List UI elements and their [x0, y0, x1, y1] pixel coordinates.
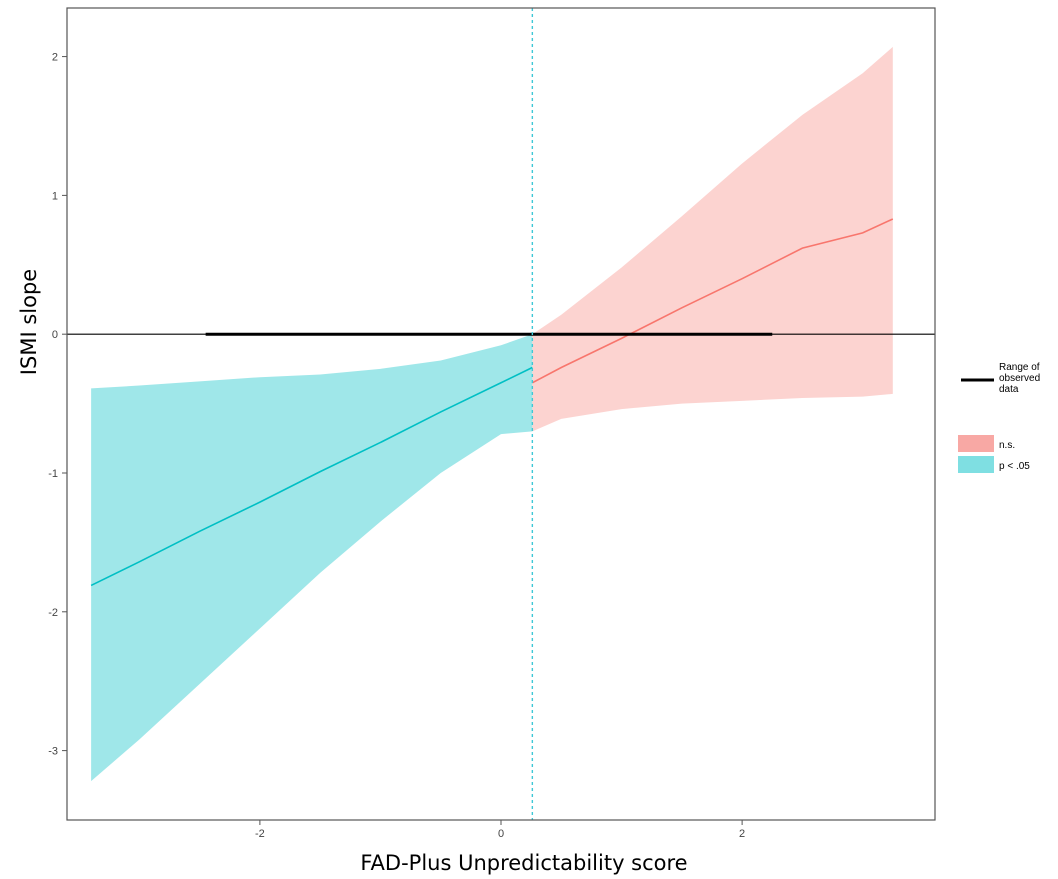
legend-range-label: Range of [999, 362, 1040, 373]
x-axis-title: FAD-Plus Unpredictability score [360, 851, 687, 875]
y-tick-label: -1 [48, 468, 58, 480]
y-tick-label: -2 [48, 607, 58, 619]
legend-range-label: observed [999, 373, 1040, 384]
y-tick-label: 1 [52, 190, 58, 202]
legend-item-label: n.s. [999, 440, 1015, 451]
fit-line-significant [90, 366, 533, 587]
y-axis-ticks: -3 -2 -1 0 1 2 [48, 52, 67, 758]
y-tick-label: -3 [48, 746, 58, 758]
x-tick-label: 2 [739, 828, 745, 840]
reference-lines [67, 8, 935, 820]
fit-line-nonsignificant [531, 218, 894, 384]
x-axis-ticks: -2 0 2 [255, 820, 745, 840]
y-tick-label: 0 [52, 329, 58, 341]
x-tick-label: -2 [255, 828, 265, 840]
legend-swatch [958, 435, 994, 452]
legend-swatch [958, 456, 994, 473]
x-tick-label: 0 [498, 828, 504, 840]
legend-range-label: data [999, 384, 1019, 395]
y-axis-title: ISMI slope [17, 269, 41, 375]
legend-item-label: p < .05 [999, 461, 1030, 472]
confidence-band-significant [91, 334, 533, 782]
fit-lines [90, 218, 894, 587]
y-tick-label: 2 [52, 52, 58, 64]
